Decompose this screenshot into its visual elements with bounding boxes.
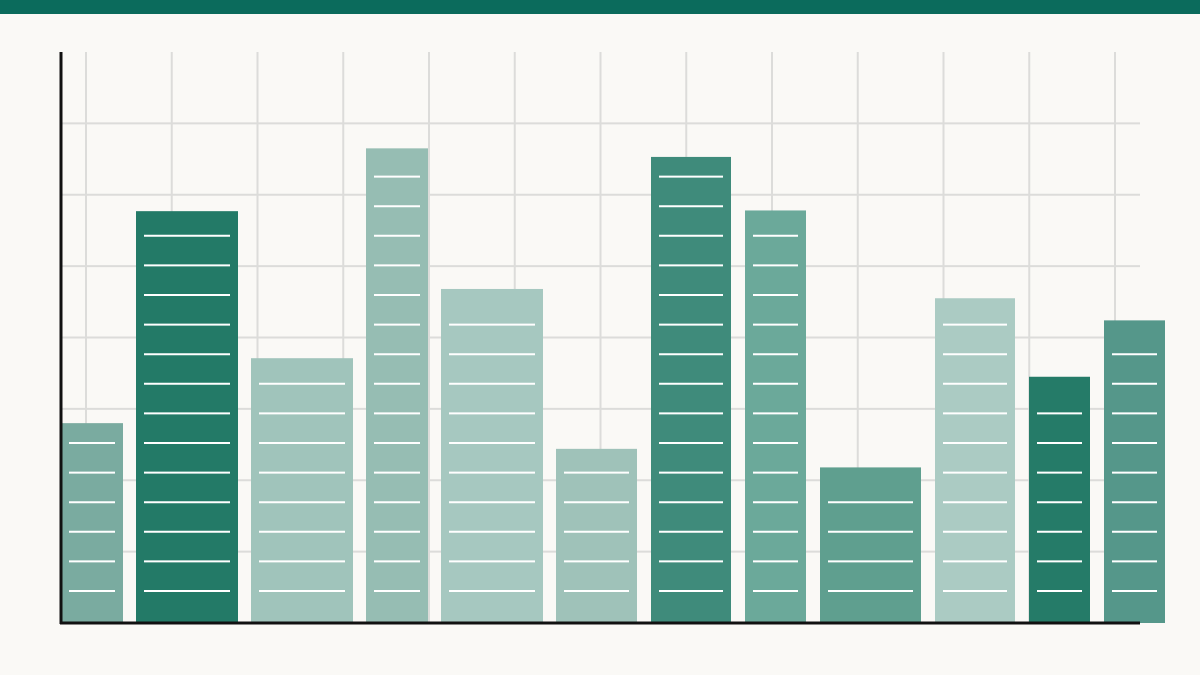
bar <box>251 358 353 623</box>
bar <box>366 148 428 623</box>
bar <box>441 288 543 623</box>
bar <box>556 448 637 623</box>
bar <box>61 423 123 623</box>
bar <box>651 156 731 623</box>
bar <box>935 298 1015 623</box>
bar <box>136 211 238 623</box>
bar <box>820 467 921 623</box>
bars <box>61 148 1165 623</box>
bar <box>1029 376 1090 623</box>
bar <box>745 210 806 623</box>
top-banner <box>0 0 1200 14</box>
